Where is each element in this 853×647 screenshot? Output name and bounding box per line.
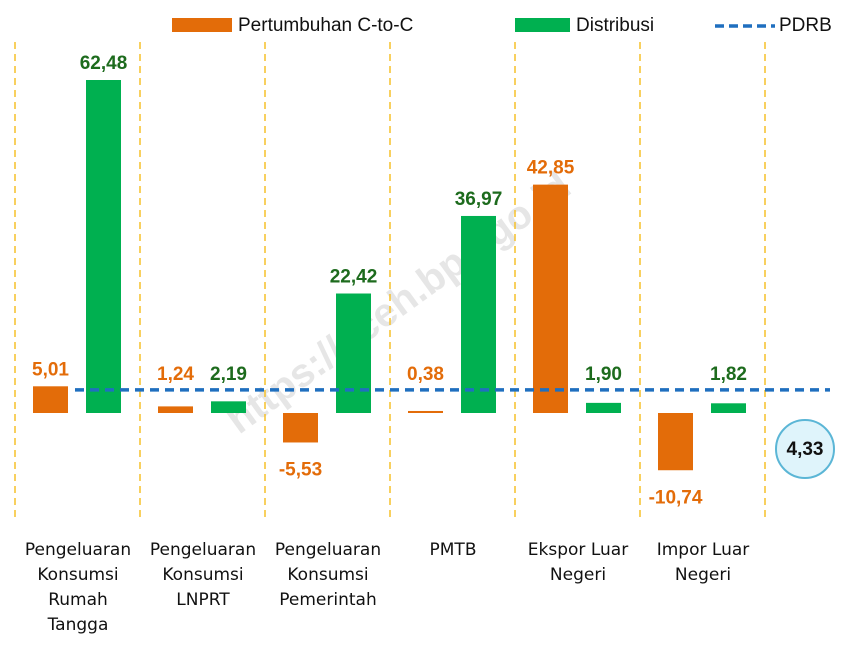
bar <box>461 215 496 413</box>
legend-label: Pertumbuhan C-to-C <box>238 15 413 36</box>
watermark: https://aceh.bps.go.id <box>218 164 578 443</box>
value-label: 0,38 <box>407 364 444 385</box>
bar <box>33 386 68 413</box>
bar <box>211 401 246 413</box>
value-label: 1,90 <box>585 364 622 385</box>
reference-badge <box>775 419 835 479</box>
value-label: -5,53 <box>279 459 322 480</box>
value-label: 5,01 <box>32 359 69 380</box>
category-label: PMTB <box>429 540 477 560</box>
bar <box>408 410 443 413</box>
legend-swatch <box>515 18 570 32</box>
category-label: Ekspor Luar Negeri <box>527 540 629 585</box>
value-label: 22,42 <box>330 267 378 288</box>
value-label: 42,85 <box>527 158 575 179</box>
value-label: 1,82 <box>710 364 747 385</box>
category-label: Pengeluaran Konsumsi LNPRT <box>149 540 257 610</box>
category-label: Pengeluaran Konsumsi Rumah Tangga <box>24 540 132 635</box>
value-label: 1,24 <box>157 364 194 385</box>
bar <box>533 184 568 413</box>
category-label: Impor Luar Negeri <box>656 540 750 585</box>
bar <box>158 406 193 413</box>
legend-swatch <box>172 18 232 32</box>
bar <box>586 402 621 413</box>
legend-label: Distribusi <box>576 15 654 36</box>
reference-label: 4,33 <box>787 439 824 460</box>
bar <box>86 80 121 413</box>
category-label: Pengeluaran Konsumsi Pemerintah <box>274 540 382 610</box>
value-label: 2,19 <box>210 364 247 385</box>
legend-label: PDRB <box>779 15 832 36</box>
bar <box>283 413 318 443</box>
value-label: 62,48 <box>80 53 128 74</box>
bar <box>336 293 371 413</box>
value-label: -10,74 <box>649 487 703 508</box>
value-label: 36,97 <box>455 189 503 210</box>
bar <box>658 413 693 471</box>
bar <box>711 403 746 413</box>
